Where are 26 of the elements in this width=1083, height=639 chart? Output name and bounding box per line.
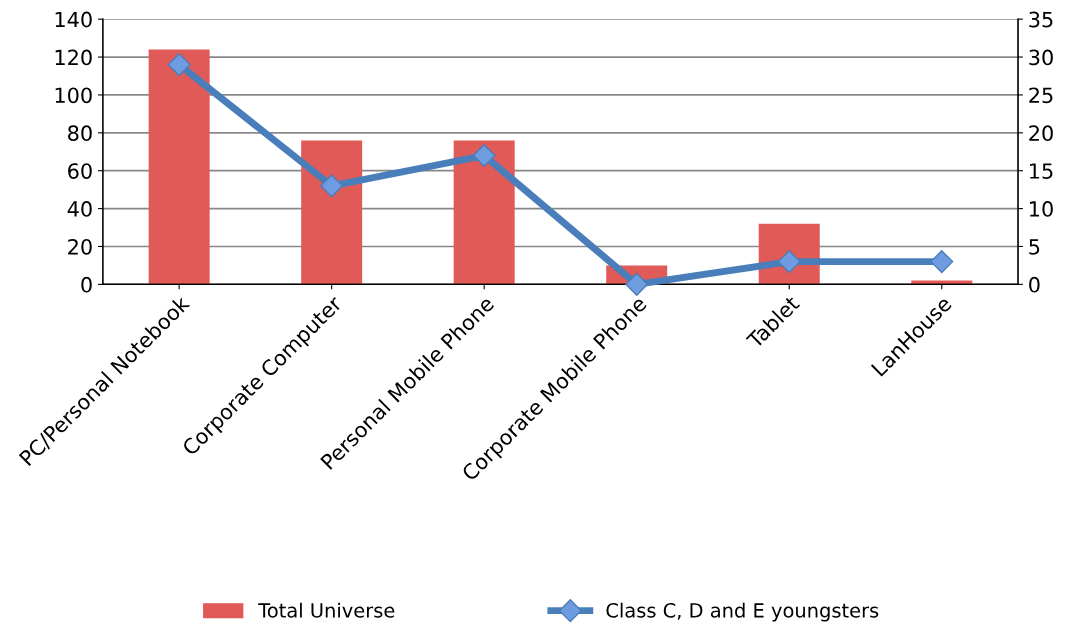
y-tick-label: 140 [55, 11, 92, 28]
y-tick-label: 0 [81, 276, 92, 293]
y2-tick-label: 15 [1030, 163, 1053, 179]
bar [301, 140, 363, 285]
y-tick-label: 60 [68, 163, 92, 179]
y-tick-label: 100 [55, 87, 92, 104]
bar [148, 49, 210, 285]
y-tick-label: 20 [68, 238, 92, 255]
y-tick-label: 80 [68, 125, 92, 142]
legend-label: Total Universe [258, 602, 395, 618]
point [472, 144, 496, 168]
y-tick-label: 40 [67, 201, 92, 217]
y-tick-label: 120 [55, 49, 92, 66]
y2-tick-label: 10 [1030, 201, 1053, 217]
y2-tick-label: 25 [1029, 87, 1053, 104]
point [320, 174, 344, 198]
point [625, 272, 649, 296]
bar [453, 140, 515, 285]
y2-tick-label: 35 [1029, 11, 1053, 28]
y2-tick-label: 5 [1029, 239, 1040, 255]
legend-label: Class C, D and E youngsters [606, 602, 879, 622]
point [167, 53, 191, 77]
y2-tick-label: 30 [1029, 49, 1053, 66]
y2-tick-label: 0 [1029, 276, 1040, 293]
point [930, 250, 954, 274]
y2-tick-label: 20 [1029, 125, 1053, 142]
